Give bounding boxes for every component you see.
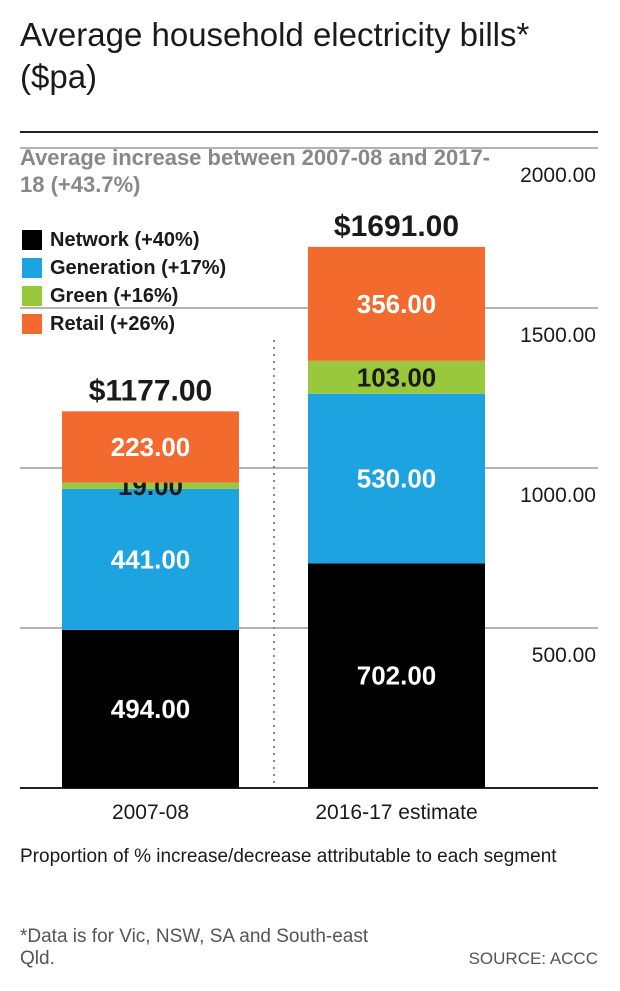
legend-swatch: [22, 258, 42, 278]
bar-segment: [308, 563, 485, 788]
chart-subtitle: Average increase between 2007-08 and 201…: [20, 145, 491, 197]
x-tick-label: 2016-17 estimate: [315, 801, 477, 824]
data-label: 356.00: [357, 289, 437, 319]
bar-segment: [308, 246, 485, 361]
legend-label: Generation (+17%): [50, 256, 227, 279]
legend-item: Generation (+17%): [22, 254, 226, 282]
chart-title: Average household electricity bills* ($p…: [20, 16, 530, 95]
y-axis-ticks: 500.00 1000.00 1500.00 2000.00: [520, 164, 596, 667]
bar-segment: [62, 488, 239, 630]
source-credit: SOURCE: ACCC: [468, 949, 598, 968]
bar-segment: [308, 393, 485, 564]
x-tick-label: 2007-08: [112, 801, 189, 824]
total-label: $1691.00: [334, 210, 459, 243]
legend-swatch: [22, 314, 42, 334]
data-label: 530.00: [357, 464, 437, 494]
legend-label: Green (+16%): [50, 284, 179, 307]
y-tick-label: 2000.00: [520, 164, 596, 187]
data-label: 223.00: [111, 432, 191, 462]
y-tick-label: 1000.00: [520, 484, 596, 507]
x-axis: 2007-08 2016-17 estimate: [112, 801, 478, 824]
legend-swatch: [22, 230, 42, 250]
bar-segment: [62, 482, 239, 489]
legend-item: Retail (+26%): [22, 310, 226, 338]
data-label: 441.00: [111, 544, 191, 574]
data-label: 103.00: [357, 362, 437, 392]
bars: 494.00441.0019.00223.00$1177.00702.00530…: [62, 210, 485, 788]
total-label: $1177.00: [89, 374, 212, 407]
legend-label: Retail (+26%): [50, 312, 176, 335]
legend-item: Green (+16%): [22, 282, 226, 310]
y-tick-label: 500.00: [532, 644, 596, 667]
legend-label: Network (+40%): [50, 228, 200, 251]
legend-swatch: [22, 286, 42, 306]
data-label: 702.00: [357, 661, 437, 691]
caption: Proportion of % increase/decrease attrib…: [20, 846, 557, 867]
bar-segment: [62, 411, 239, 483]
legend: Network (+40%) Generation (+17%) Green (+1…: [22, 226, 226, 338]
bar-segment: [308, 360, 485, 394]
data-label: 494.00: [111, 694, 191, 724]
bar-segment: [62, 629, 239, 788]
footnote: *Data is for Vic, NSW, SA and South-east…: [20, 926, 369, 969]
legend-item: Network (+40%): [22, 226, 226, 254]
y-tick-label: 1500.00: [520, 324, 596, 347]
